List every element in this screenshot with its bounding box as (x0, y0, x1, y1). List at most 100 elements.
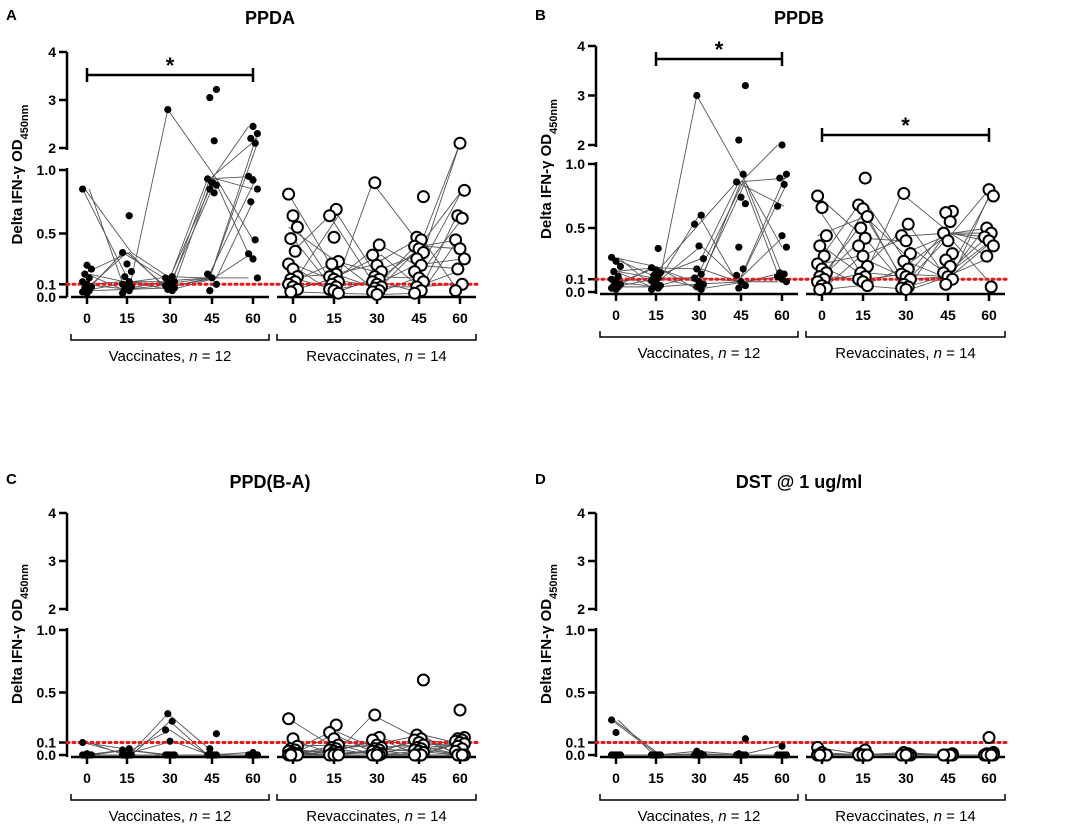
data-point (83, 289, 91, 297)
data-point (455, 748, 469, 762)
data-point (119, 751, 127, 759)
x-tick-label: 15 (326, 770, 342, 786)
data-point (813, 748, 827, 762)
data-point (206, 287, 214, 295)
data-point (79, 738, 87, 747)
y-tick-label: 0.5 (37, 226, 57, 242)
data-point (125, 212, 133, 220)
subject-line (91, 177, 252, 288)
data-point (451, 262, 465, 276)
y-axis-label: Delta IFN-γ OD450nm (9, 104, 31, 244)
x-tick-label: 15 (648, 770, 664, 786)
x-tick-label: 15 (119, 310, 135, 326)
data-point (457, 183, 471, 197)
group-label-n: n (405, 348, 413, 365)
data-point (733, 178, 741, 186)
data-point (735, 751, 743, 759)
data-point (697, 751, 705, 759)
y-tick-label: 0.0 (566, 747, 586, 763)
x-tick-label: 0 (83, 310, 91, 326)
data-point (782, 751, 790, 759)
group-bracket (805, 331, 1006, 338)
data-point (693, 91, 701, 100)
y-tick-label: 3 (577, 88, 585, 104)
data-point (735, 284, 743, 292)
y-axis-label-subscript: 450nm (548, 99, 560, 134)
y-tick-label: 0.5 (566, 685, 586, 701)
data-point (693, 265, 701, 273)
data-point (247, 134, 255, 142)
data-point (739, 170, 747, 178)
subject-line (611, 94, 783, 288)
panel-b: B PPDB 2 3 4 0.00.1 0.5 1.0 Delta IFN-γ OD450nm 0… (535, 7, 1009, 362)
data-point (87, 265, 95, 273)
data-point (370, 287, 384, 301)
data-point (370, 748, 384, 762)
data-point (168, 287, 176, 295)
data-point (290, 220, 304, 234)
y-axis-label: Delta IFN-γ OD450nm (538, 564, 560, 704)
x-tick-label: 45 (733, 307, 749, 323)
y-tick-label: 0.0 (566, 284, 586, 300)
panel-letter: B (535, 7, 546, 24)
data-point (212, 730, 220, 738)
data-point (331, 286, 345, 300)
group-label-n: n (934, 345, 942, 362)
x-tick-label: 30 (691, 770, 707, 786)
data-point (121, 273, 129, 281)
x-tick-label: 45 (733, 770, 749, 786)
y-tick-label: 2 (577, 137, 585, 153)
data-point (782, 243, 790, 251)
y-tick-label: 0.1 (37, 276, 57, 292)
data-point (79, 185, 87, 193)
data-point (331, 748, 345, 762)
group-bracket (276, 334, 477, 341)
x-tick-label: 0 (818, 307, 826, 323)
data-point (741, 282, 749, 290)
data-point (212, 181, 220, 189)
group-label-prefix: Vaccinates, (109, 348, 190, 365)
y-tick-label: 0.1 (566, 735, 586, 751)
group-label-suffix: = 14 (413, 808, 447, 825)
data-point (253, 130, 261, 138)
data-point (245, 250, 253, 258)
data-point (125, 745, 133, 753)
panel-title: PPD(B-A) (230, 472, 311, 492)
data-point (691, 220, 699, 228)
group-label: Vaccinates, n = 12 (638, 808, 761, 825)
x-tick-label: 30 (162, 770, 178, 786)
data-point (210, 137, 218, 145)
group-bracket (70, 334, 270, 341)
data-point (733, 271, 741, 279)
data-point (125, 751, 133, 759)
y-axis-label-main: Delta IFN-γ OD (9, 139, 26, 244)
data-point (897, 186, 911, 200)
group-bracket (805, 794, 1006, 801)
x-tick-label: 15 (326, 310, 342, 326)
panel-a: A PPDA 2 3 4 0.00.1 0.5 1.0 Delta IFN-γ OD450nm 0… (6, 7, 480, 365)
data-point (899, 748, 913, 762)
x-tick-label: 30 (898, 770, 914, 786)
data-point (206, 751, 214, 759)
data-point (648, 285, 656, 294)
x-tick-label: 30 (369, 770, 385, 786)
group-label-n: n (718, 808, 726, 825)
data-point (782, 278, 790, 286)
group-label-suffix: = 12 (198, 808, 232, 825)
data-point (206, 94, 214, 102)
data-point (247, 198, 255, 206)
subject-line (84, 175, 256, 279)
x-tick-label: 45 (940, 770, 956, 786)
subject-line (86, 143, 258, 290)
x-tick-label: 45 (411, 770, 427, 786)
group-label: Vaccinates, n = 12 (109, 348, 232, 365)
data-point (449, 284, 463, 298)
data-point (253, 185, 261, 193)
data-point (776, 174, 784, 182)
panel-title: DST @ 1 ug/ml (736, 472, 863, 492)
panel-letter: D (535, 471, 546, 488)
data-point (249, 255, 257, 263)
data-point (210, 189, 218, 197)
x-tick-label: 60 (774, 307, 790, 323)
group-label-suffix: = 12 (727, 345, 761, 362)
